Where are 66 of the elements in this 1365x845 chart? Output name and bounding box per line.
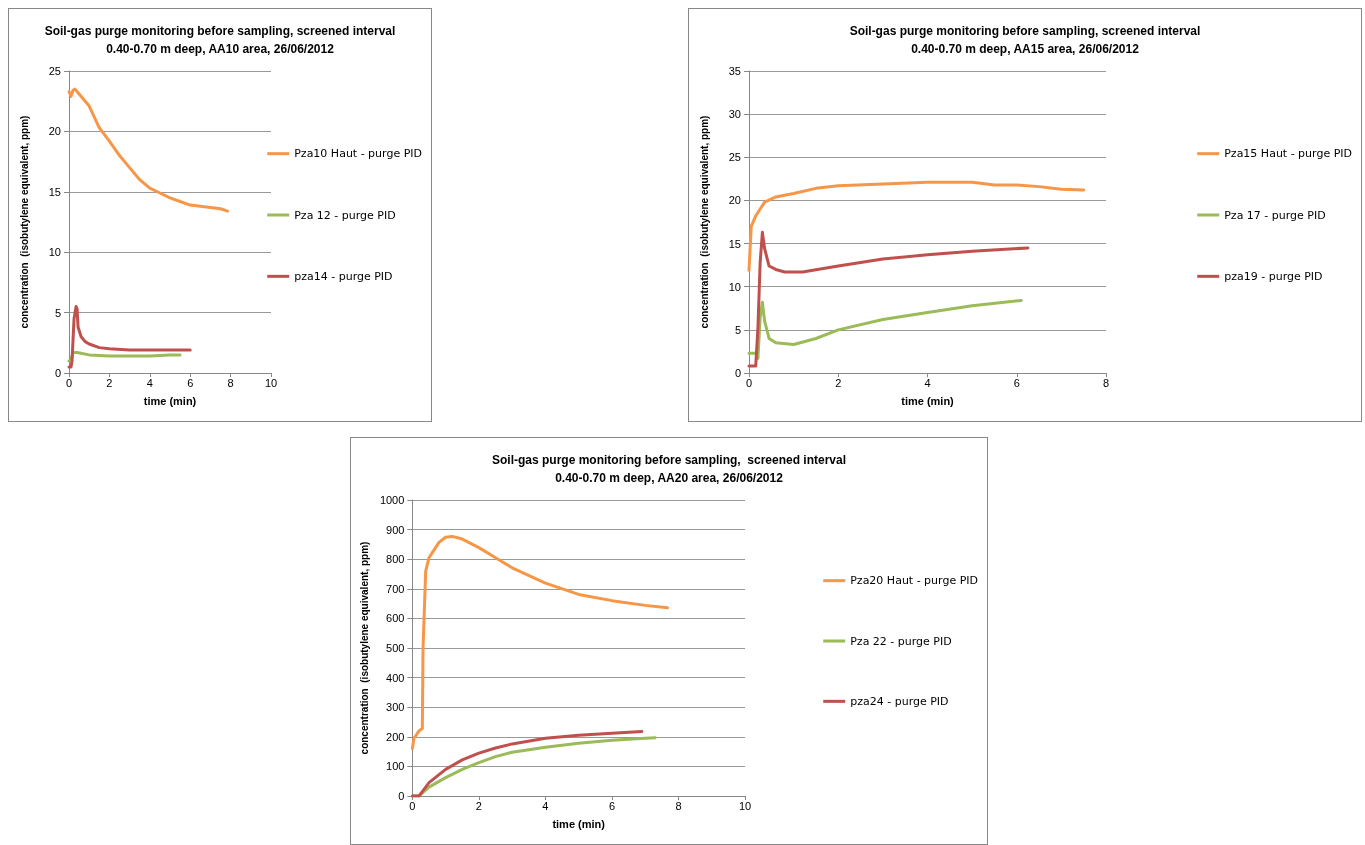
x-tick-label: 8 <box>227 376 234 389</box>
x-tick-label: 8 <box>1102 376 1110 389</box>
chart-title: Soil-gas purge monitoring before sampling, screened interval 0.40-0.70 m deep, AA20 area, 26/06/2012 <box>491 453 847 485</box>
y-tick-label: 100 <box>386 760 405 773</box>
line-series <box>67 350 182 363</box>
x-axis-title: time (min) <box>552 817 606 830</box>
y-tick-label: 25 <box>48 65 61 77</box>
line-series <box>747 299 1023 360</box>
y-axis-title: concentration (isobutylene equivalent, ppm) <box>358 541 370 755</box>
y-tick-label: 5 <box>734 323 741 336</box>
x-tick-label: 4 <box>924 376 931 389</box>
y-tick-label: 500 <box>386 642 405 654</box>
x-tick-label: 0 <box>745 376 753 389</box>
y-tick-label: 5 <box>54 306 61 319</box>
y-tick-label: 20 <box>48 125 61 138</box>
line-series <box>67 87 230 213</box>
y-tick-label: 25 <box>728 151 741 164</box>
x-axis-title: time (min) <box>143 394 197 407</box>
y-tick-label: 700 <box>386 582 405 595</box>
line-series <box>747 230 1030 368</box>
x-tick-label: 4 <box>542 799 549 812</box>
y-tick-label: 10 <box>728 280 741 293</box>
y-tick-label: 600 <box>386 612 405 625</box>
y-tick-label: 35 <box>728 65 741 77</box>
y-axis-title: concentration (isobutylene equivalent, ppm) <box>18 115 30 329</box>
legend-label: Pza10 Haut - purge PID <box>294 147 422 161</box>
y-tick-label: 0 <box>54 367 61 379</box>
y-tick-label: 200 <box>386 730 405 743</box>
legend-label: Pza 17 - purge PID <box>1224 208 1326 222</box>
y-tick-label: 400 <box>386 671 405 684</box>
y-tick-label: 1000 <box>379 494 405 506</box>
x-tick-label: 6 <box>608 799 616 812</box>
x-tick-label: 4 <box>146 376 153 389</box>
y-tick-label: 0 <box>734 367 741 379</box>
line-series <box>67 305 192 369</box>
x-axis-title: time (min) <box>901 394 955 407</box>
legend-label: pza24 - purge PID <box>850 694 949 708</box>
legend-label: Pza15 Haut - purge PID <box>1224 147 1352 161</box>
legend-label: pza14 - purge PID <box>294 269 393 283</box>
y-tick-label: 800 <box>386 553 405 566</box>
line-series <box>410 534 669 751</box>
y-tick-label: 15 <box>48 185 61 198</box>
x-tick-label: 6 <box>187 376 194 389</box>
y-tick-label: 0 <box>398 790 405 802</box>
y-tick-label: 900 <box>386 523 405 536</box>
x-tick-label: 10 <box>264 376 278 389</box>
chart-title: Soil-gas purge monitoring before sampling, screened interval 0.40-0.70 m deep, AA15 area, 26/06/2012 <box>849 24 1201 56</box>
y-tick-label: 20 <box>728 194 741 207</box>
x-tick-label: 8 <box>675 799 682 812</box>
y-tick-label: 10 <box>48 246 61 259</box>
legend-label: Pza 12 - purge PID <box>294 208 396 222</box>
y-tick-label: 15 <box>728 237 741 250</box>
x-tick-label: 0 <box>65 376 73 389</box>
x-tick-label: 2 <box>835 376 842 389</box>
line-series <box>747 180 1086 272</box>
legend-label: Pza 22 - purge PID <box>850 634 952 648</box>
y-axis-title: concentration (isobutylene equivalent, ppm) <box>698 115 710 329</box>
legend-label: pza19 - purge PID <box>1224 269 1323 283</box>
y-tick-label: 30 <box>728 108 741 121</box>
x-tick-label: 6 <box>1013 376 1020 389</box>
y-tick-label: 300 <box>386 701 405 714</box>
x-tick-label: 2 <box>475 799 482 812</box>
legend-label: Pza20 Haut - purge PID <box>850 574 978 588</box>
chart-title: Soil-gas purge monitoring before sampling, screened interval 0.40-0.70 m deep, AA10 area, 26/06/2012 <box>44 24 396 56</box>
x-tick-label: 0 <box>409 799 416 812</box>
x-tick-label: 2 <box>106 376 113 389</box>
